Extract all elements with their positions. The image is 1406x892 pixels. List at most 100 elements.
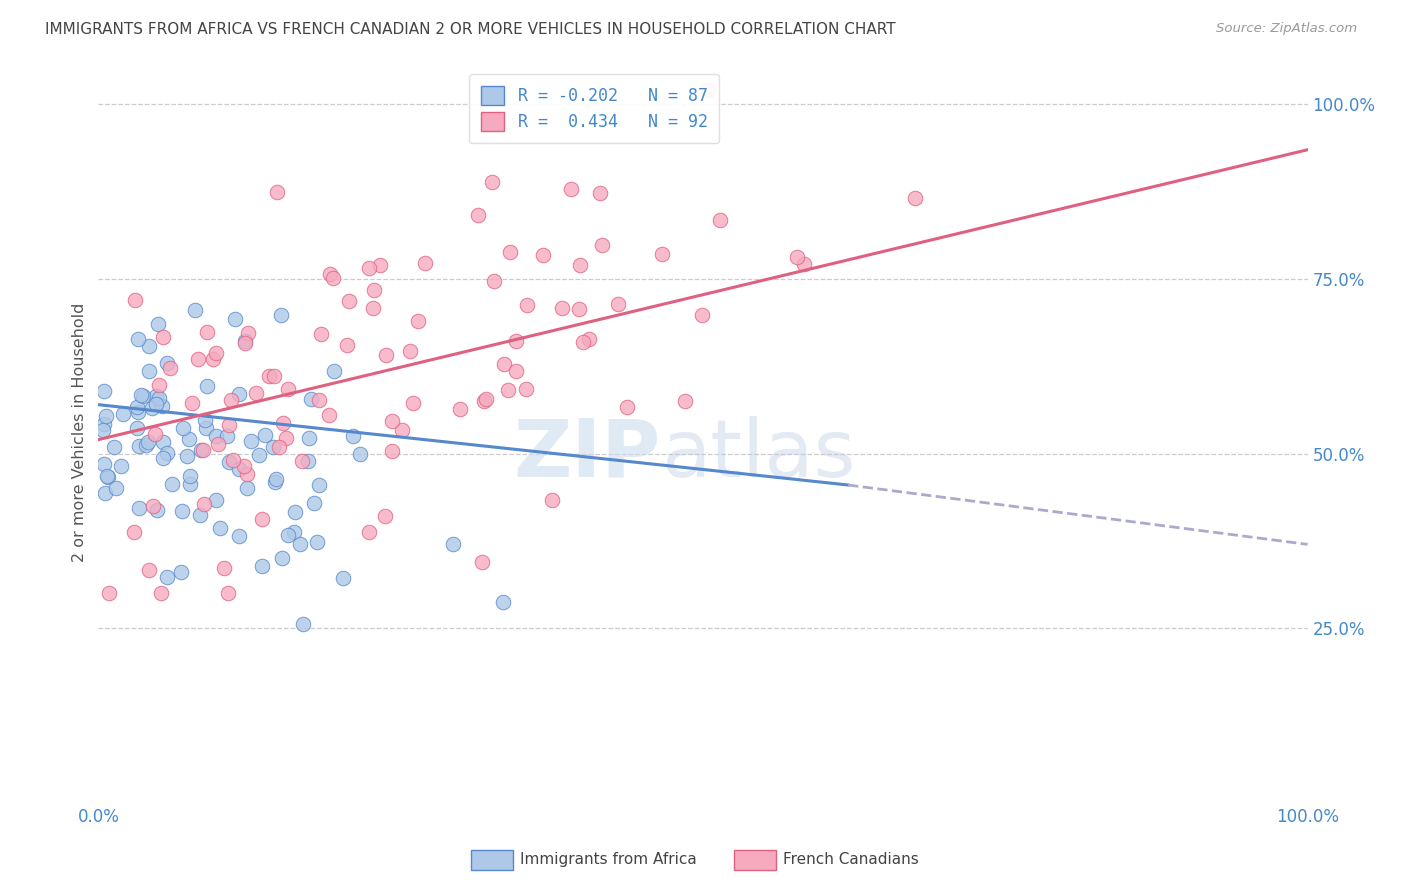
- Point: [129, 388, 152, 402]
- Point: [319, 267, 342, 281]
- Point: [270, 308, 292, 322]
- Point: [138, 339, 160, 353]
- Point: [96, 409, 118, 423]
- Point: [143, 426, 166, 441]
- Point: [271, 550, 294, 565]
- Point: [337, 293, 360, 308]
- Y-axis label: 2 or more Vehicles in Household: 2 or more Vehicles in Household: [72, 303, 87, 562]
- Text: atlas: atlas: [661, 416, 855, 494]
- Point: [233, 336, 256, 351]
- Point: [250, 512, 273, 526]
- Point: [398, 344, 420, 359]
- Text: French Canadians: French Canadians: [783, 853, 920, 867]
- Point: [103, 440, 125, 454]
- Point: [124, 293, 146, 308]
- Point: [307, 534, 329, 549]
- Point: [233, 458, 256, 473]
- Point: [228, 462, 250, 476]
- Point: [145, 503, 167, 517]
- Point: [263, 368, 285, 383]
- Point: [93, 417, 115, 431]
- Point: [269, 440, 291, 454]
- Point: [302, 496, 325, 510]
- Point: [505, 334, 527, 349]
- Point: [531, 248, 554, 262]
- Point: [138, 563, 160, 577]
- Legend: R = -0.202   N = 87, R =  0.434   N = 92: R = -0.202 N = 87, R = 0.434 N = 92: [470, 74, 720, 143]
- Point: [690, 308, 713, 322]
- Point: [194, 412, 217, 426]
- Point: [323, 364, 346, 378]
- Point: [132, 389, 155, 403]
- Point: [247, 448, 270, 462]
- Point: [288, 537, 311, 551]
- Point: [138, 364, 160, 378]
- Point: [472, 394, 495, 409]
- Point: [786, 250, 808, 264]
- Text: Source: ZipAtlas.com: Source: ZipAtlas.com: [1216, 22, 1357, 36]
- Point: [616, 400, 638, 414]
- Point: [128, 501, 150, 516]
- Point: [363, 283, 385, 297]
- Point: [568, 302, 591, 317]
- Point: [673, 394, 696, 409]
- Point: [195, 378, 218, 392]
- Point: [209, 521, 232, 535]
- Point: [361, 301, 384, 315]
- Point: [308, 392, 330, 407]
- Point: [127, 400, 149, 414]
- Point: [374, 508, 396, 523]
- Point: [496, 383, 519, 397]
- Point: [336, 337, 359, 351]
- Point: [291, 453, 314, 467]
- Point: [283, 524, 305, 539]
- Point: [349, 447, 371, 461]
- Point: [105, 481, 128, 495]
- Point: [149, 586, 172, 600]
- Point: [560, 182, 582, 196]
- Point: [219, 392, 242, 407]
- Point: [359, 525, 381, 540]
- Point: [591, 237, 613, 252]
- Point: [93, 486, 115, 500]
- Point: [128, 438, 150, 452]
- Point: [146, 318, 169, 332]
- Point: [262, 441, 284, 455]
- Point: [148, 378, 170, 392]
- Point: [127, 405, 149, 419]
- Point: [264, 475, 287, 489]
- Point: [179, 476, 201, 491]
- Point: [381, 413, 404, 427]
- Point: [205, 492, 228, 507]
- Point: [207, 437, 229, 451]
- Point: [264, 472, 287, 486]
- Point: [215, 429, 238, 443]
- Point: [441, 536, 464, 550]
- Point: [391, 423, 413, 437]
- Point: [156, 356, 179, 370]
- Point: [357, 260, 380, 275]
- Text: IMMIGRANTS FROM AFRICA VS FRENCH CANADIAN 2 OR MORE VEHICLES IN HOUSEHOLD CORREL: IMMIGRANTS FROM AFRICA VS FRENCH CANADIA…: [45, 22, 896, 37]
- Point: [375, 348, 398, 362]
- Point: [141, 401, 163, 416]
- Point: [212, 561, 235, 575]
- Point: [541, 492, 564, 507]
- Point: [297, 454, 319, 468]
- Point: [184, 302, 207, 317]
- Point: [236, 481, 259, 495]
- Point: [228, 387, 250, 401]
- Text: Immigrants from Africa: Immigrants from Africa: [520, 853, 697, 867]
- Point: [156, 446, 179, 460]
- Point: [254, 427, 277, 442]
- Point: [235, 467, 257, 481]
- Point: [250, 559, 273, 574]
- Point: [381, 443, 404, 458]
- Point: [233, 334, 256, 349]
- Point: [160, 477, 183, 491]
- Point: [97, 586, 120, 600]
- Point: [228, 529, 250, 543]
- Point: [190, 442, 212, 457]
- Point: [449, 401, 471, 416]
- Point: [471, 555, 494, 569]
- Point: [135, 438, 157, 452]
